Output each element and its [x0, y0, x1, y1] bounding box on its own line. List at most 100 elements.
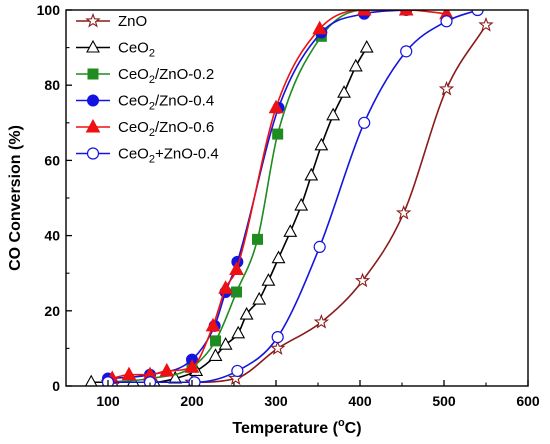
series-CeO2/ZnO-0.6: [104, 10, 454, 384]
x-tick-label: 200: [180, 393, 204, 409]
data-point: [227, 370, 244, 386]
data-point: [229, 261, 244, 275]
data-point: [438, 80, 455, 96]
data-point: [359, 39, 374, 53]
legend-marker: [85, 118, 101, 133]
x-axis-title-part: C): [345, 420, 362, 437]
legend-label: ZnO: [118, 13, 147, 30]
legend-entry: CeO2/ZnO-0.2: [76, 66, 214, 86]
data-point: [143, 376, 157, 386]
legend-marker: [86, 39, 100, 53]
x-axis-title-part: Temperature (: [232, 420, 338, 437]
x-tick-label: 300: [264, 393, 288, 409]
data-point: [268, 99, 284, 114]
data-point: [218, 280, 233, 294]
data-point: [269, 340, 286, 355]
data-point: [440, 15, 453, 28]
x-tick-label: 600: [516, 393, 540, 409]
legend-label-part: CeO: [118, 93, 149, 110]
legend-label-part: /ZnO-0.4: [155, 93, 214, 110]
data-point: [210, 335, 222, 347]
data-point: [205, 317, 221, 332]
legend-label-part: /ZnO-0.6: [155, 119, 214, 136]
legend-label: CeO2/ZnO-0.4: [118, 93, 214, 113]
x-axis-title: Temperature (oC): [232, 417, 361, 437]
legend-label-part: CeO: [118, 146, 149, 163]
data-point: [261, 273, 276, 286]
axes-layer: 100 200 300 400 500 600 0 20 40 60 80 100: [37, 2, 540, 409]
data-point: [326, 107, 341, 121]
legend-label: CeO2/ZnO-0.2: [118, 66, 214, 86]
y-tick-label: 100: [37, 2, 61, 18]
x-axis-title-degree: o: [338, 417, 345, 429]
series-layer: [84, 10, 494, 386]
data-point: [354, 272, 371, 288]
data-point: [358, 116, 371, 129]
series-line: [108, 10, 478, 384]
data-point: [231, 286, 243, 298]
legend-label-subscript: 2: [149, 127, 155, 139]
series-CeO2: [84, 39, 374, 386]
data-point: [314, 137, 329, 151]
legend-entry: ZnO: [76, 12, 147, 30]
x-tick-label: 500: [432, 393, 456, 409]
x-tick-label: 400: [348, 393, 372, 409]
legend: ZnOCeO2CeO2/ZnO-0.2CeO2/ZnO-0.4CeO2/ZnO-…: [76, 12, 219, 166]
x-tick-label: 100: [96, 393, 120, 409]
legend-marker: [87, 94, 99, 107]
y-tick-label: 60: [44, 152, 60, 168]
data-point: [478, 16, 494, 32]
series-CeO2/ZnO-0.2: [102, 10, 412, 386]
legend-marker: [85, 12, 101, 28]
legend-label: CeO2+ZnO-0.4: [118, 146, 219, 166]
legend-entry: CeO2/ZnO-0.6: [76, 118, 214, 139]
series-CeO2/ZnO-0.4: [102, 10, 413, 385]
legend-entry: CeO2/ZnO-0.4: [76, 93, 214, 113]
data-point: [239, 306, 254, 320]
data-point: [313, 240, 326, 253]
data-point: [271, 250, 286, 264]
legend-label-subscript: 2: [149, 101, 155, 113]
legend-entry: CeO2+ZnO-0.4: [76, 146, 219, 166]
y-tick-label: 20: [44, 303, 60, 319]
legend-label-part: CeO: [118, 40, 149, 57]
data-point: [398, 10, 414, 16]
series-CeO2+ZnO-0.4: [101, 10, 484, 386]
y-axis-title: CO Conversion (%): [7, 125, 24, 271]
data-point: [313, 313, 330, 329]
y-tick-label: 40: [44, 228, 60, 244]
data-point: [272, 128, 284, 140]
legend-label: CeO2/ZnO-0.6: [118, 119, 214, 139]
data-point: [218, 336, 233, 350]
data-point: [294, 197, 309, 211]
series-line: [107, 10, 407, 380]
legend-label-part: +ZnO-0.4: [155, 146, 219, 163]
data-point: [348, 58, 363, 72]
legend-label-part: ZnO: [118, 13, 147, 30]
data-point: [304, 167, 319, 181]
legend-entry: CeO2: [76, 40, 155, 60]
data-point: [84, 374, 98, 386]
data-point: [395, 204, 412, 220]
data-point: [283, 224, 298, 237]
legend-label-part: /ZnO-0.2: [155, 66, 214, 83]
data-point: [121, 366, 137, 381]
data-point: [400, 45, 413, 58]
data-point: [312, 20, 328, 35]
data-point: [271, 331, 284, 344]
data-point: [231, 364, 244, 378]
data-point: [159, 362, 175, 377]
legend-label: CeO2: [118, 40, 155, 60]
legend-marker: [87, 68, 99, 80]
data-point: [356, 10, 372, 16]
data-point: [184, 359, 200, 373]
y-tick-label: 0: [52, 378, 60, 394]
data-point: [252, 291, 267, 305]
legend-label-subscript: 2: [149, 74, 155, 86]
data-point: [471, 10, 484, 17]
data-point: [337, 85, 351, 98]
series-line: [107, 10, 407, 384]
legend-label-part: CeO: [118, 119, 149, 136]
legend-label-subscript: 2: [149, 48, 155, 60]
